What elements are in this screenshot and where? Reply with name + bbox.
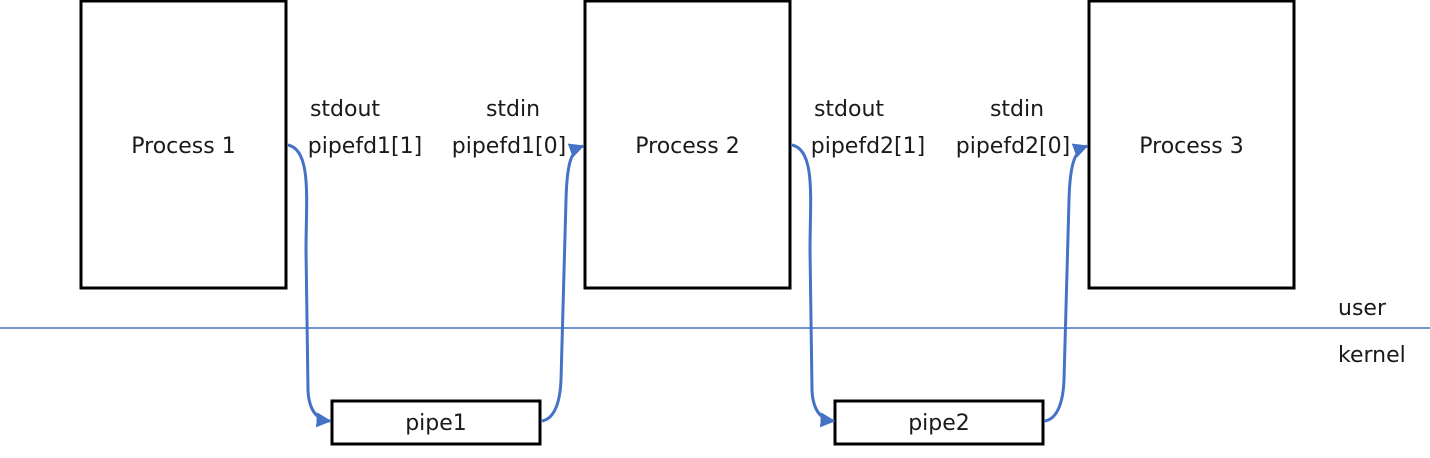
- pipe1-write-fd-label: pipefd1[1]: [308, 134, 422, 159]
- pipe2-write-fd-label: pipefd2[1]: [811, 134, 925, 159]
- process-1-box: Process 1: [81, 1, 286, 288]
- pipe2-read-fd-label: pipefd2[0]: [956, 134, 1070, 159]
- pipe1-read-stream-label: stdin: [486, 97, 540, 122]
- pipe-2-label: pipe2: [908, 411, 970, 436]
- arrow-process2-to-pipe2: [792, 145, 834, 421]
- process-3-box: Process 3: [1089, 1, 1294, 288]
- pipe2-read-stream-label: stdin: [990, 97, 1044, 122]
- pipe2-write-stream-label: stdout: [814, 97, 884, 122]
- pipe-2-box: pipe2: [835, 401, 1043, 444]
- pipe1-read-fd-label: pipefd1[0]: [452, 134, 566, 159]
- arrow-pipe2-to-process3: [1044, 146, 1087, 421]
- pipe-1-box: pipe1: [332, 401, 540, 444]
- process-1-label: Process 1: [131, 134, 235, 159]
- kernel-space-label: kernel: [1338, 343, 1406, 368]
- arrow-process1-to-pipe1: [288, 145, 330, 421]
- user-space-label: user: [1338, 296, 1387, 321]
- pipe1-write-stream-label: stdout: [310, 97, 380, 122]
- process-2-box: Process 2: [585, 1, 790, 288]
- pipe-1-label: pipe1: [405, 411, 467, 436]
- process-3-label: Process 3: [1139, 134, 1243, 159]
- process-2-label: Process 2: [635, 134, 739, 159]
- arrow-pipe1-to-process2: [541, 146, 583, 421]
